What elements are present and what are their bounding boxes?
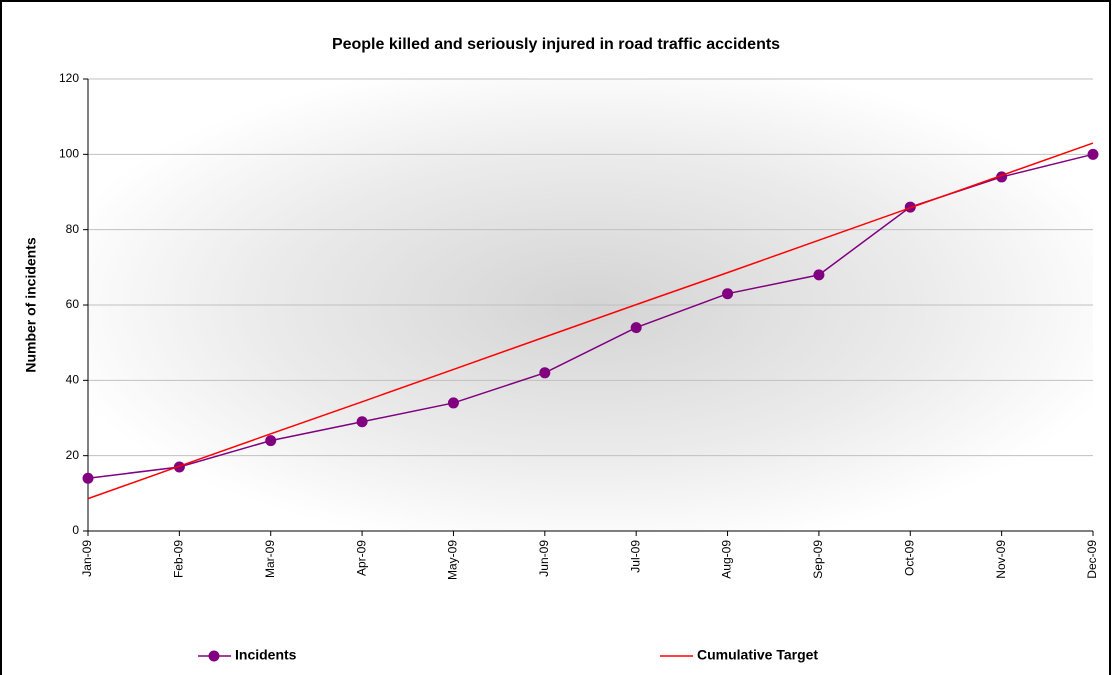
data-point [1087, 148, 1099, 160]
data-point [447, 397, 459, 409]
data-point [722, 288, 734, 300]
data-point [356, 416, 368, 428]
x-tick-label: Dec-09 [1085, 540, 1099, 579]
x-tick-label: Jun-09 [537, 540, 551, 577]
x-tick-label: Apr-09 [354, 540, 368, 576]
chart-title: People killed and seriously injured in r… [332, 36, 780, 53]
y-tick-label: 20 [66, 448, 80, 462]
x-tick-label: Jul-09 [628, 540, 642, 573]
legend-marker [208, 650, 220, 662]
y-tick-label: 40 [66, 373, 80, 387]
data-point [630, 322, 642, 334]
data-point [82, 472, 94, 484]
x-tick-label: Aug-09 [720, 540, 734, 579]
y-tick-label: 0 [72, 523, 79, 537]
data-point [265, 435, 277, 447]
x-tick-label: Oct-09 [902, 540, 916, 576]
y-tick-label: 80 [66, 222, 80, 236]
y-tick-label: 60 [66, 297, 80, 311]
legend-label: Cumulative Target [697, 647, 818, 663]
series-line [87, 142, 1094, 500]
x-tick-label: May-09 [446, 540, 460, 580]
data-point [539, 367, 551, 379]
data-point [813, 269, 825, 281]
x-tick-label: Jan-09 [80, 540, 94, 577]
x-tick-label: Sep-09 [811, 540, 825, 579]
x-tick-label: Feb-09 [172, 540, 186, 578]
y-tick-label: 100 [59, 147, 79, 161]
x-tick-label: Nov-09 [994, 540, 1008, 579]
legend-label: Incidents [235, 647, 297, 663]
y-axis-label: Number of incidents [23, 237, 39, 373]
x-tick-label: Mar-09 [263, 540, 277, 578]
y-tick-label: 120 [59, 71, 79, 85]
